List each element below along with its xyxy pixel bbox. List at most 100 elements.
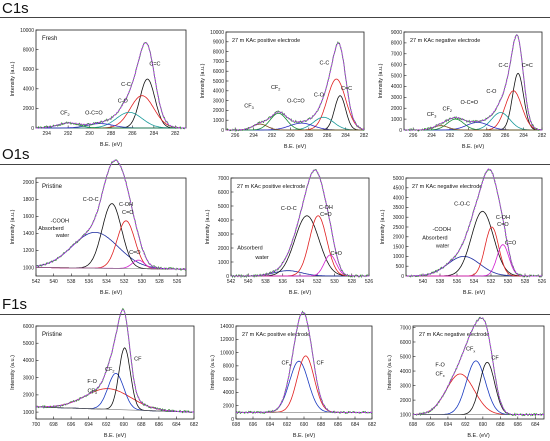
y-tick-label: 6000 (23, 67, 34, 73)
peak-annotation: F-O (87, 379, 97, 385)
y-tick-label: 7000 (400, 325, 411, 331)
panel-inline-label: 27 m KAc negative electrode (419, 332, 489, 338)
y-axis-label: Intensity (a.u.) (200, 63, 206, 98)
y-tick-label: 2000 (223, 404, 234, 410)
x-tick-label: 686 (514, 422, 523, 428)
y-axis-label: Intensity (a.u.) (10, 209, 16, 244)
x-tick-label: 296 (409, 133, 418, 139)
section-label-c1s: C1s (2, 0, 29, 17)
x-tick-label: 290 (85, 131, 94, 137)
y-tick-label: 8000 (223, 364, 234, 370)
panel-inline-label: Pristine (42, 184, 63, 190)
peak-annotation: water (254, 255, 269, 261)
y-tick-label: 8000 (23, 47, 34, 53)
y-tick-label: 500 (396, 264, 405, 270)
chart-f1s-negative: 698 696 694 692 690 688 686 684 1000 2000 3000 4000… (387, 316, 545, 439)
x-tick-label: 690 (300, 422, 309, 428)
x-tick-label: 686 (155, 422, 164, 428)
y-tick-label: 6000 (223, 377, 234, 383)
x-tick-label: 534 (296, 279, 305, 285)
peak-annotation: water (55, 233, 70, 239)
chart-c1s-positive: 296 294 292 290 288 286 284 282 0 1000 2000 3000 400… (200, 30, 369, 150)
x-tick-label: 282 (538, 133, 547, 139)
y-tick-label: 2000 (23, 393, 34, 399)
x-tick-label: 292 (64, 131, 73, 137)
x-tick-label: 528 (521, 279, 530, 285)
x-tick-label: 296 (231, 133, 240, 139)
fit-envelope (404, 34, 543, 131)
peak-annotation: C=O (129, 250, 141, 256)
y-tick-label: 7000 (213, 59, 224, 65)
plot-frame (35, 177, 187, 277)
y-tick-label: 1000 (23, 265, 34, 271)
chart-c1s-negative: 296 294 292 290 288 286 284 282 0 1000 2000 3000 400… (378, 30, 547, 150)
x-axis-label: B.E. (eV) (284, 144, 306, 150)
x-tick-label: 538 (436, 279, 445, 285)
x-tick-label: 286 (501, 133, 510, 139)
peak-annotation: C-C (121, 82, 131, 88)
y-axis-label: Intensity (a.u.) (10, 61, 16, 96)
peak-annotation: Absorberd (237, 245, 262, 251)
x-tick-label: 696 (426, 422, 435, 428)
x-tick-label: 698 (49, 422, 58, 428)
x-tick-label: 534 (470, 279, 479, 285)
y-tick-label: 1500 (393, 244, 404, 250)
y-tick-label: 10000 (210, 30, 224, 36)
baseline (35, 267, 187, 270)
y-tick-label: 9000 (391, 30, 402, 36)
y-tick-label: 1000 (213, 118, 224, 124)
fit-envelope (35, 159, 186, 270)
peak-annotation: CF2 (105, 367, 114, 374)
y-tick-label: 14000 (220, 324, 234, 330)
x-tick-label: 528 (348, 279, 357, 285)
y-tick-label: 9000 (213, 40, 224, 46)
x-tick-label: 538 (261, 279, 270, 285)
y-tick-label: 0 (401, 274, 404, 280)
peak-annotation: CF3 (244, 103, 253, 110)
fit-envelope (36, 308, 194, 413)
x-tick-label: 282 (360, 133, 369, 139)
x-tick-label: 682 (368, 422, 377, 428)
peak-annotation: CFx (466, 347, 475, 354)
x-tick-label: 698 (409, 422, 418, 428)
y-tick-label: 1000 (218, 260, 229, 266)
y-tick-label: 7000 (391, 52, 402, 58)
y-tick-label: 2000 (391, 106, 402, 112)
peak-annotation: C-OH (319, 205, 333, 211)
x-tick-label: 286 (128, 131, 137, 137)
x-tick-label: 294 (427, 133, 436, 139)
peak-annotation: C=C (341, 86, 352, 92)
peak-annotation: -COOH (51, 218, 69, 224)
x-tick-label: 532 (487, 279, 496, 285)
peak-annotation: C-O (486, 89, 497, 95)
x-tick-label: 540 (244, 279, 253, 285)
y-tick-label: 2500 (393, 225, 404, 231)
peak-annotation: C-OH (119, 202, 133, 208)
peak-annotation: CF2 (60, 110, 69, 117)
peak-annotation: C-OH (496, 215, 510, 221)
fit-envelope (36, 42, 186, 129)
y-tick-label: 2000 (218, 246, 229, 252)
y-tick-label: 10000 (220, 350, 234, 356)
peak-annotation: C=O (122, 210, 134, 216)
peak-annotation: CF (316, 361, 324, 367)
y-tick-label: 0 (226, 274, 229, 280)
peak-annotation: Absorberd (38, 226, 63, 232)
x-tick-label: 282 (171, 131, 180, 137)
y-tick-label: 8000 (213, 49, 224, 55)
x-tick-label: 290 (464, 133, 473, 139)
x-tick-label: 532 (313, 279, 322, 285)
plot-frame (225, 31, 365, 131)
x-tick-label: 698 (232, 422, 241, 428)
x-tick-label: 294 (249, 133, 258, 139)
measured-spectrum (225, 41, 365, 132)
plot-frame (403, 31, 543, 131)
x-tick-label: 694 (444, 422, 453, 428)
y-tick-label: 4000 (391, 84, 402, 90)
x-tick-label: 288 (305, 133, 314, 139)
peak-annotation: CF3 (87, 388, 96, 395)
peak-annotation: C=O (320, 212, 332, 218)
y-tick-label: 1600 (23, 214, 34, 220)
y-tick-label: 1000 (393, 254, 404, 260)
y-tick-label: 3000 (393, 215, 404, 221)
